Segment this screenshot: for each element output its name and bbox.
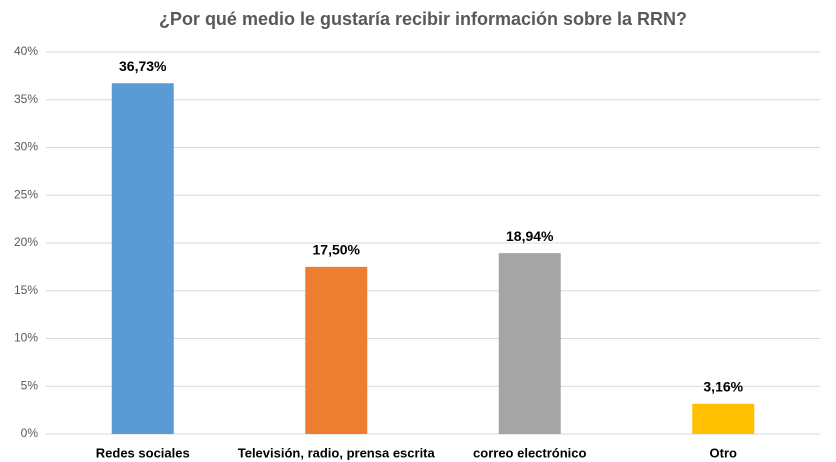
value-label: 3,16%	[703, 379, 743, 395]
x-tick-label: Redes sociales	[96, 445, 190, 460]
x-tick-label: Otro	[710, 445, 738, 460]
y-tick-label: 20%	[14, 235, 38, 249]
bar	[305, 266, 368, 434]
chart-title: ¿Por qué medio le gustaría recibir infor…	[159, 9, 687, 29]
y-tick-label: 40%	[14, 44, 38, 58]
x-tick-label: correo electrónico	[473, 445, 586, 460]
y-tick-label: 30%	[14, 140, 38, 154]
bar	[111, 83, 174, 434]
bar	[498, 253, 561, 434]
value-label: 17,50%	[313, 242, 361, 258]
y-tick-label: 15%	[14, 283, 38, 297]
y-tick-label: 35%	[14, 92, 38, 106]
x-tick-label: Televisión, radio, prensa escrita	[238, 445, 436, 460]
value-label: 36,73%	[119, 58, 167, 74]
y-tick-label: 0%	[21, 426, 39, 440]
bar	[692, 403, 755, 434]
value-label: 18,94%	[506, 228, 554, 244]
y-tick-label: 10%	[14, 331, 38, 345]
y-tick-label: 5%	[21, 378, 39, 392]
y-tick-label: 25%	[14, 187, 38, 201]
